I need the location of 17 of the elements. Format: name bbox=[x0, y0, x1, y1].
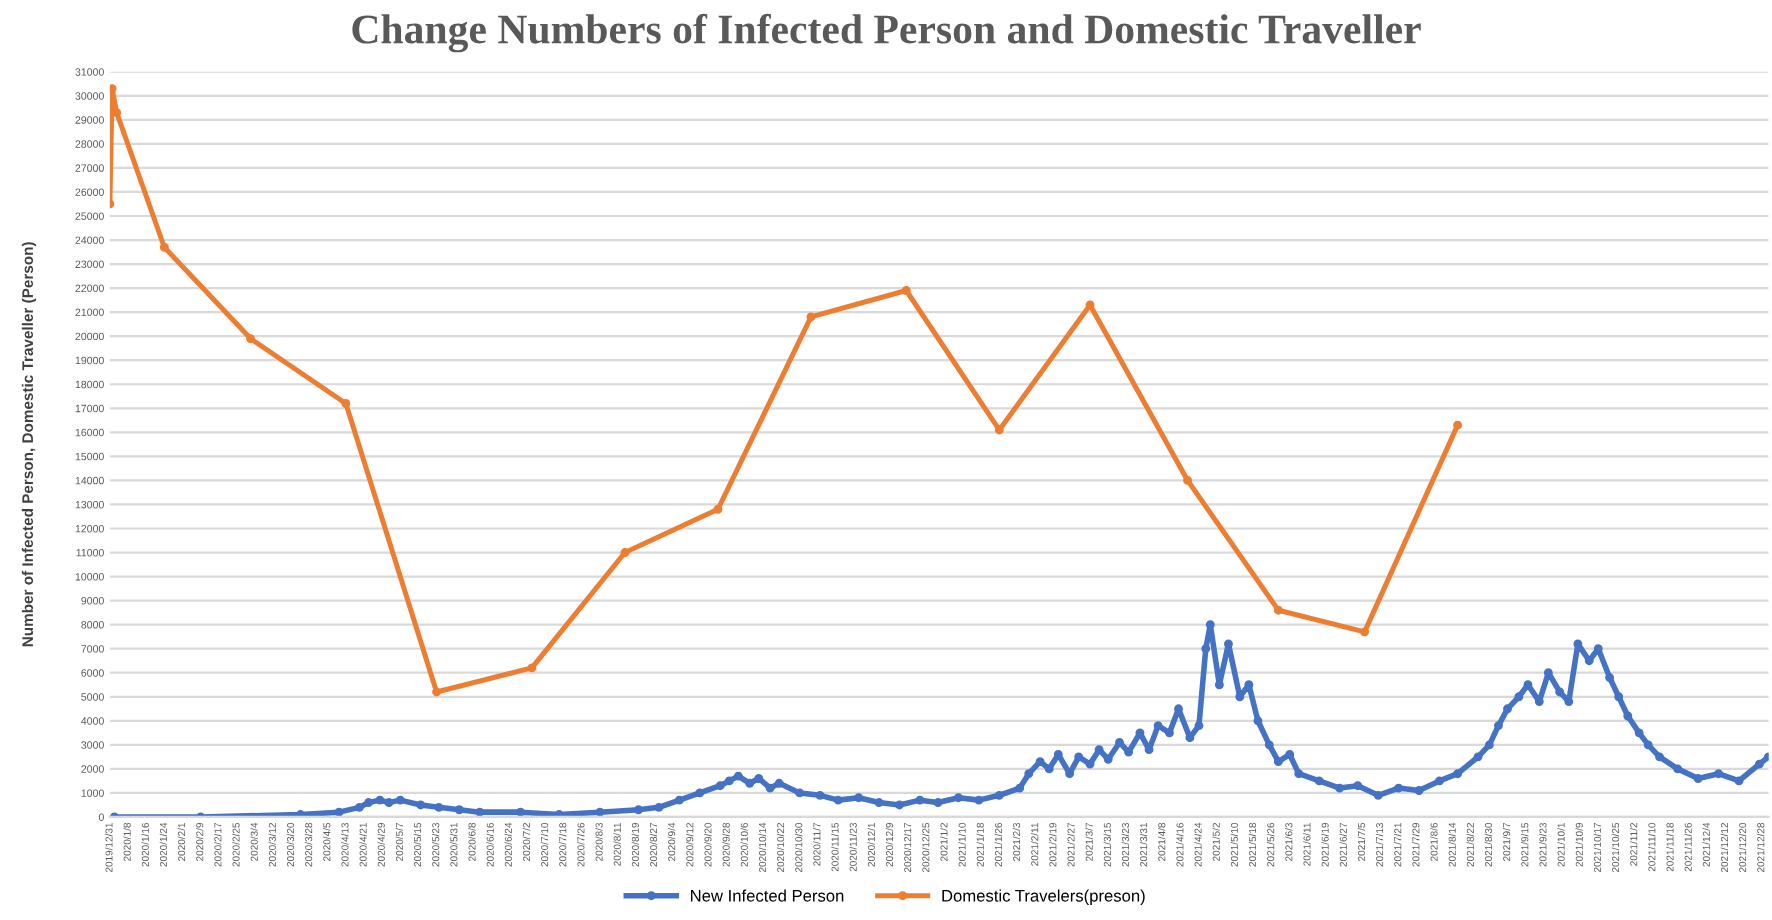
point bbox=[341, 399, 351, 408]
point bbox=[901, 286, 911, 295]
legend-label: Domestic Travelers(preson) bbox=[942, 889, 1145, 905]
point bbox=[620, 548, 630, 557]
point bbox=[1273, 605, 1283, 615]
chart-title: Change Numbers of Infected Person and Domestic Traveller bbox=[352, 13, 1421, 53]
point bbox=[1360, 627, 1370, 637]
point bbox=[1453, 420, 1463, 430]
point bbox=[527, 663, 537, 673]
legend-label: New Infected Person bbox=[691, 889, 844, 902]
point bbox=[159, 242, 169, 252]
point bbox=[994, 425, 1004, 435]
point bbox=[806, 312, 816, 322]
point bbox=[432, 687, 442, 697]
point bbox=[1183, 475, 1193, 485]
point bbox=[246, 334, 255, 344]
point bbox=[713, 504, 723, 514]
